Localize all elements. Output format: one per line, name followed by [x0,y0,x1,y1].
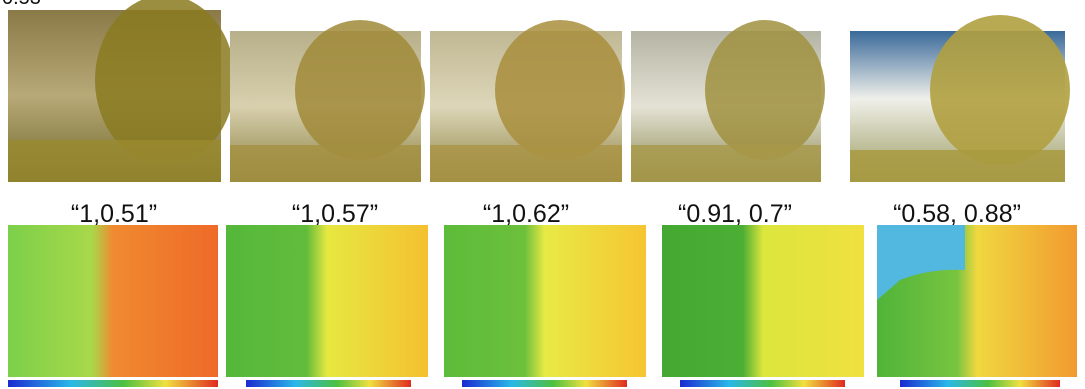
column-label: “0.91, 0.7” [678,200,792,228]
photo [230,20,425,182]
photo [850,15,1070,182]
figure: 0.53 “1,0.51” “1,0.57” “1,0.62” “0.91, 0… [0,0,1085,389]
partial-text: 0.53 [2,0,41,9]
heatmap [662,225,864,387]
column-label: “1,0.51” [71,200,157,228]
photo [631,20,825,182]
column-label: “1,0.62” [483,200,569,228]
heatmap [226,225,428,387]
photo [430,20,625,182]
photo [8,0,235,182]
column-label: “0.58, 0.88” [893,200,1021,228]
heatmap [8,225,218,387]
heatmap [877,225,1077,387]
column-label: “1,0.57” [292,200,378,228]
heatmap [444,225,646,387]
